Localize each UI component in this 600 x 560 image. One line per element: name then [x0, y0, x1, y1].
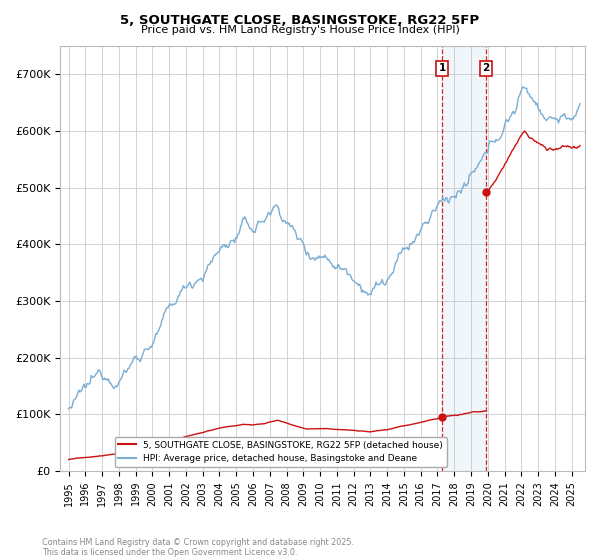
Bar — [442, 46, 486, 471]
Legend: 5, SOUTHGATE CLOSE, BASINGSTOKE, RG22 5FP (detached house), HPI: Average price, : 5, SOUTHGATE CLOSE, BASINGSTOKE, RG22 5F… — [115, 437, 447, 466]
Text: Price paid vs. HM Land Registry's House Price Index (HPI): Price paid vs. HM Land Registry's House … — [140, 25, 460, 35]
Text: 2: 2 — [482, 63, 490, 73]
Text: Contains HM Land Registry data © Crown copyright and database right 2025.
This d: Contains HM Land Registry data © Crown c… — [42, 538, 354, 557]
Text: 1: 1 — [439, 63, 446, 73]
Text: 5, SOUTHGATE CLOSE, BASINGSTOKE, RG22 5FP: 5, SOUTHGATE CLOSE, BASINGSTOKE, RG22 5F… — [121, 14, 479, 27]
